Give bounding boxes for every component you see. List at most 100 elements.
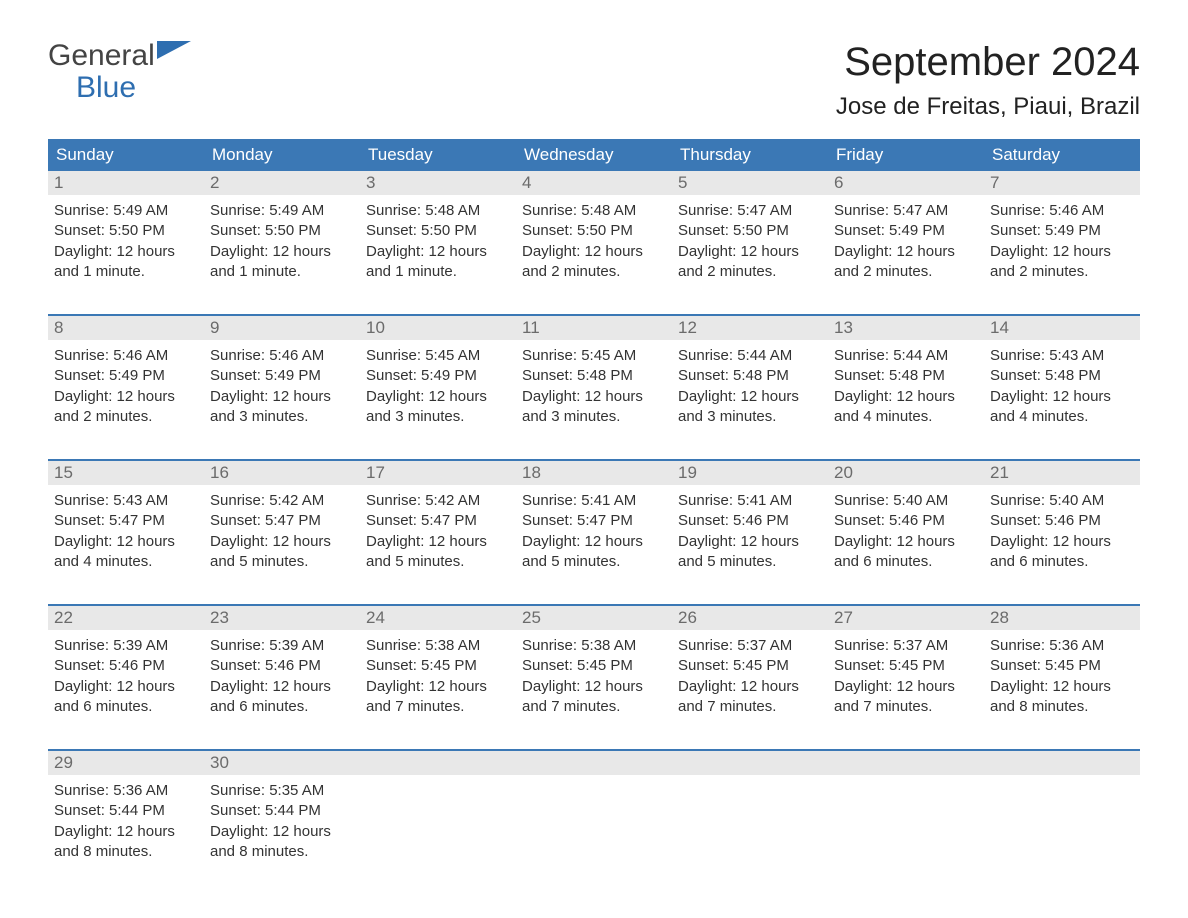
day-number: 27	[828, 606, 984, 630]
day-number	[516, 751, 672, 775]
sunrise-text: Sunrise: 5:42 AM	[210, 491, 354, 511]
details-row: Sunrise: 5:39 AMSunset: 5:46 PMDaylight:…	[48, 630, 1140, 735]
sunset-text: Sunset: 5:50 PM	[366, 221, 510, 241]
day-number: 9	[204, 316, 360, 340]
daylight-text: Daylight: 12 hours and 1 minute.	[210, 242, 354, 283]
sunrise-text: Sunrise: 5:37 AM	[678, 636, 822, 656]
day-details: Sunrise: 5:49 AMSunset: 5:50 PMDaylight:…	[48, 195, 204, 300]
daylight-text: Daylight: 12 hours and 5 minutes.	[522, 532, 666, 573]
details-row: Sunrise: 5:36 AMSunset: 5:44 PMDaylight:…	[48, 775, 1140, 880]
sunset-text: Sunset: 5:45 PM	[834, 656, 978, 676]
sunrise-text: Sunrise: 5:45 AM	[522, 346, 666, 366]
details-row: Sunrise: 5:43 AMSunset: 5:47 PMDaylight:…	[48, 485, 1140, 590]
daylight-text: Daylight: 12 hours and 4 minutes.	[990, 387, 1134, 428]
day-number: 25	[516, 606, 672, 630]
sunrise-text: Sunrise: 5:36 AM	[990, 636, 1134, 656]
day-details: Sunrise: 5:36 AMSunset: 5:45 PMDaylight:…	[984, 630, 1140, 735]
sunrise-text: Sunrise: 5:48 AM	[366, 201, 510, 221]
sunset-text: Sunset: 5:48 PM	[678, 366, 822, 386]
day-details: Sunrise: 5:36 AMSunset: 5:44 PMDaylight:…	[48, 775, 204, 880]
sunrise-text: Sunrise: 5:46 AM	[990, 201, 1134, 221]
sunrise-text: Sunrise: 5:40 AM	[990, 491, 1134, 511]
sunrise-text: Sunrise: 5:45 AM	[366, 346, 510, 366]
sunrise-text: Sunrise: 5:48 AM	[522, 201, 666, 221]
sunset-text: Sunset: 5:47 PM	[522, 511, 666, 531]
day-details: Sunrise: 5:41 AMSunset: 5:47 PMDaylight:…	[516, 485, 672, 590]
logo: General Blue	[48, 40, 191, 103]
week-row: 2930Sunrise: 5:36 AMSunset: 5:44 PMDayli…	[48, 749, 1140, 880]
day-details	[984, 775, 1140, 880]
day-number: 26	[672, 606, 828, 630]
day-number: 5	[672, 171, 828, 195]
day-number: 7	[984, 171, 1140, 195]
day-details	[360, 775, 516, 880]
day-details: Sunrise: 5:39 AMSunset: 5:46 PMDaylight:…	[48, 630, 204, 735]
daylight-text: Daylight: 12 hours and 7 minutes.	[366, 677, 510, 718]
sunrise-text: Sunrise: 5:43 AM	[990, 346, 1134, 366]
daylight-text: Daylight: 12 hours and 2 minutes.	[834, 242, 978, 283]
day-details	[672, 775, 828, 880]
sunset-text: Sunset: 5:46 PM	[834, 511, 978, 531]
day-number: 21	[984, 461, 1140, 485]
sunrise-text: Sunrise: 5:46 AM	[210, 346, 354, 366]
sunset-text: Sunset: 5:44 PM	[210, 801, 354, 821]
daylight-text: Daylight: 12 hours and 7 minutes.	[522, 677, 666, 718]
sunset-text: Sunset: 5:46 PM	[210, 656, 354, 676]
day-number: 4	[516, 171, 672, 195]
day-number: 14	[984, 316, 1140, 340]
day-number: 13	[828, 316, 984, 340]
sunrise-text: Sunrise: 5:38 AM	[522, 636, 666, 656]
daylight-text: Daylight: 12 hours and 6 minutes.	[210, 677, 354, 718]
daylight-text: Daylight: 12 hours and 2 minutes.	[678, 242, 822, 283]
week-row: 15161718192021Sunrise: 5:43 AMSunset: 5:…	[48, 459, 1140, 590]
day-details: Sunrise: 5:41 AMSunset: 5:46 PMDaylight:…	[672, 485, 828, 590]
day-details	[516, 775, 672, 880]
day-number: 20	[828, 461, 984, 485]
day-number: 28	[984, 606, 1140, 630]
sunrise-text: Sunrise: 5:44 AM	[834, 346, 978, 366]
sunset-text: Sunset: 5:49 PM	[54, 366, 198, 386]
day-details: Sunrise: 5:44 AMSunset: 5:48 PMDaylight:…	[672, 340, 828, 445]
day-number: 6	[828, 171, 984, 195]
day-details: Sunrise: 5:42 AMSunset: 5:47 PMDaylight:…	[360, 485, 516, 590]
day-details: Sunrise: 5:44 AMSunset: 5:48 PMDaylight:…	[828, 340, 984, 445]
day-number: 12	[672, 316, 828, 340]
day-number: 3	[360, 171, 516, 195]
day-number: 1	[48, 171, 204, 195]
day-number: 16	[204, 461, 360, 485]
day-details: Sunrise: 5:43 AMSunset: 5:47 PMDaylight:…	[48, 485, 204, 590]
day-details: Sunrise: 5:48 AMSunset: 5:50 PMDaylight:…	[516, 195, 672, 300]
sunset-text: Sunset: 5:49 PM	[366, 366, 510, 386]
days-of-week-header: Sunday Monday Tuesday Wednesday Thursday…	[48, 139, 1140, 171]
calendar: Sunday Monday Tuesday Wednesday Thursday…	[48, 139, 1140, 880]
daylight-text: Daylight: 12 hours and 4 minutes.	[54, 532, 198, 573]
sunrise-text: Sunrise: 5:47 AM	[834, 201, 978, 221]
sunset-text: Sunset: 5:50 PM	[54, 221, 198, 241]
dow-saturday: Saturday	[984, 139, 1140, 171]
daylight-text: Daylight: 12 hours and 2 minutes.	[54, 387, 198, 428]
daynum-row: 22232425262728	[48, 606, 1140, 630]
day-details: Sunrise: 5:35 AMSunset: 5:44 PMDaylight:…	[204, 775, 360, 880]
daylight-text: Daylight: 12 hours and 3 minutes.	[366, 387, 510, 428]
week-row: 891011121314Sunrise: 5:46 AMSunset: 5:49…	[48, 314, 1140, 445]
daylight-text: Daylight: 12 hours and 5 minutes.	[678, 532, 822, 573]
sunrise-text: Sunrise: 5:40 AM	[834, 491, 978, 511]
sunset-text: Sunset: 5:47 PM	[54, 511, 198, 531]
logo-line1: General	[48, 39, 155, 72]
day-details: Sunrise: 5:45 AMSunset: 5:49 PMDaylight:…	[360, 340, 516, 445]
sunset-text: Sunset: 5:48 PM	[834, 366, 978, 386]
sunset-text: Sunset: 5:49 PM	[834, 221, 978, 241]
week-row: 22232425262728Sunrise: 5:39 AMSunset: 5:…	[48, 604, 1140, 735]
page-title: September 2024	[836, 40, 1140, 85]
daylight-text: Daylight: 12 hours and 3 minutes.	[678, 387, 822, 428]
sunset-text: Sunset: 5:46 PM	[678, 511, 822, 531]
sunrise-text: Sunrise: 5:35 AM	[210, 781, 354, 801]
daylight-text: Daylight: 12 hours and 2 minutes.	[990, 242, 1134, 283]
sunrise-text: Sunrise: 5:44 AM	[678, 346, 822, 366]
daylight-text: Daylight: 12 hours and 4 minutes.	[834, 387, 978, 428]
day-details: Sunrise: 5:46 AMSunset: 5:49 PMDaylight:…	[48, 340, 204, 445]
day-details: Sunrise: 5:37 AMSunset: 5:45 PMDaylight:…	[828, 630, 984, 735]
logo-text: General Blue	[48, 40, 191, 103]
sunset-text: Sunset: 5:48 PM	[522, 366, 666, 386]
day-number: 30	[204, 751, 360, 775]
